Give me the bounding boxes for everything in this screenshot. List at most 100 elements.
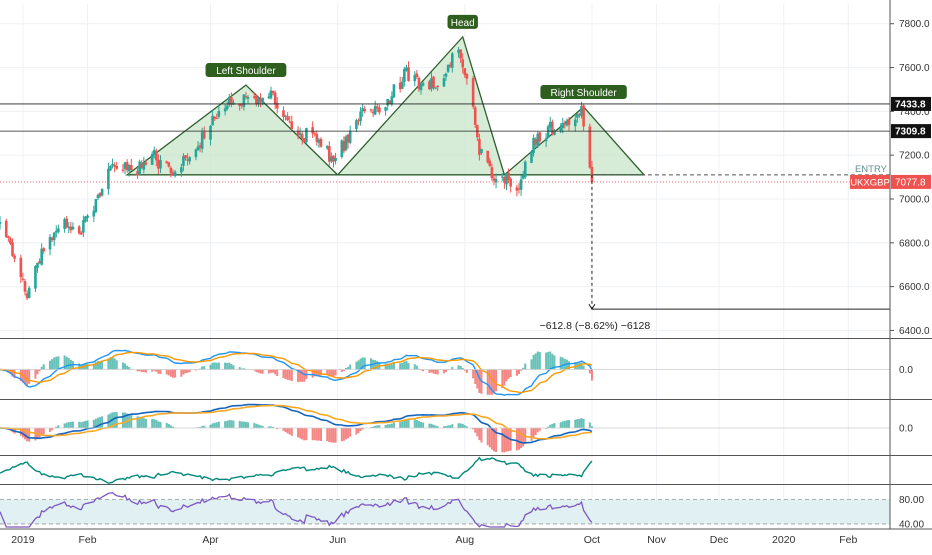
macd2-hist bbox=[385, 425, 387, 428]
candle-body bbox=[245, 96, 248, 97]
macd1-hist bbox=[301, 370, 303, 382]
macd2-hist bbox=[159, 422, 161, 428]
candle-body bbox=[432, 77, 435, 88]
macd2-hist bbox=[568, 420, 570, 428]
candle-body bbox=[11, 242, 14, 256]
macd1-hist bbox=[37, 370, 39, 375]
candle-body bbox=[115, 166, 118, 169]
candle-body bbox=[13, 256, 16, 259]
candle-body bbox=[226, 106, 229, 110]
candle-body bbox=[349, 131, 352, 143]
macd2-hist bbox=[560, 422, 562, 428]
candle-body bbox=[34, 266, 37, 289]
macd2-hist bbox=[230, 420, 232, 428]
macd1-hist bbox=[101, 361, 103, 370]
candle-body bbox=[568, 119, 571, 124]
macd1-hist bbox=[435, 370, 437, 375]
candle-body bbox=[0, 222, 1, 224]
x-tick-label: Nov bbox=[647, 534, 666, 546]
candle-body bbox=[359, 111, 362, 121]
candle-body bbox=[209, 126, 212, 140]
y-tick-label: 6800.0 bbox=[899, 238, 930, 249]
macd2-hist bbox=[533, 428, 535, 437]
candle-body bbox=[445, 74, 448, 77]
macd1-hist bbox=[405, 361, 407, 370]
macd2-hist bbox=[403, 420, 405, 428]
macd2-hist bbox=[581, 418, 583, 428]
candle-body bbox=[286, 116, 289, 120]
macd2-hist bbox=[87, 420, 89, 428]
macd2-hist bbox=[57, 425, 59, 428]
macd1-hist bbox=[524, 364, 526, 370]
macd2-hist bbox=[535, 428, 537, 435]
macd2-hist bbox=[216, 422, 218, 428]
pattern-label-1: Left Shoulder bbox=[216, 66, 276, 77]
candle-body bbox=[22, 279, 25, 280]
macd2-hist bbox=[464, 425, 466, 428]
macd1-hist bbox=[503, 370, 505, 386]
macd1-hist bbox=[159, 370, 161, 374]
candle-body bbox=[459, 50, 462, 59]
macd2-hist bbox=[501, 428, 503, 452]
macd1-hist bbox=[549, 352, 551, 370]
macd1-hist bbox=[126, 366, 128, 370]
macd1-hist bbox=[124, 363, 126, 369]
candle-body bbox=[559, 128, 562, 131]
macd1-hist bbox=[203, 366, 205, 369]
macd1-hist bbox=[537, 352, 539, 370]
macd2-hist bbox=[228, 420, 230, 428]
candle-body bbox=[491, 167, 494, 178]
candle-body bbox=[466, 74, 469, 79]
macd2-hist bbox=[574, 420, 576, 428]
macd1-hist bbox=[589, 370, 591, 374]
candle-body bbox=[472, 78, 475, 107]
macd2-hist bbox=[39, 428, 41, 438]
macd2-hist bbox=[549, 425, 551, 428]
macd1-hist bbox=[28, 370, 30, 384]
macd1-hist bbox=[399, 363, 401, 369]
x-tick-label: Feb bbox=[78, 534, 96, 546]
macd1-hist bbox=[226, 363, 228, 370]
macd2-hist bbox=[474, 428, 476, 433]
macd1-hist bbox=[214, 362, 216, 369]
macd2-hist bbox=[393, 423, 395, 428]
macd2-hist bbox=[297, 428, 299, 437]
candle-body bbox=[28, 288, 31, 298]
macd1-hist bbox=[389, 364, 391, 369]
macd2-hist bbox=[460, 423, 462, 428]
macd2-hist bbox=[332, 428, 334, 443]
macd2-hist bbox=[451, 424, 453, 428]
macd1-hist bbox=[349, 365, 351, 370]
candle-body bbox=[589, 126, 592, 167]
candle-body bbox=[407, 67, 410, 81]
macd1-hist bbox=[260, 370, 262, 374]
macd2-hist bbox=[505, 428, 507, 452]
candle-body bbox=[80, 233, 83, 235]
level-tag-1: 7433.8 bbox=[895, 99, 926, 110]
macd2-hist bbox=[458, 423, 460, 428]
macd2-hist bbox=[422, 423, 424, 428]
macd1-hist bbox=[53, 358, 55, 370]
macd1-hist bbox=[530, 359, 532, 369]
macd2-hist bbox=[360, 428, 362, 431]
macd1-hist bbox=[172, 370, 174, 378]
macd1-hist bbox=[505, 370, 507, 382]
candle-body bbox=[520, 179, 523, 189]
macd1-hist bbox=[182, 370, 184, 375]
macd1-hist bbox=[114, 358, 116, 369]
candle-body bbox=[539, 132, 542, 141]
macd2-hist bbox=[449, 425, 451, 428]
candle-body bbox=[174, 172, 177, 176]
candle-body bbox=[291, 121, 294, 129]
candle-body bbox=[203, 132, 206, 138]
pattern-label-2: Head bbox=[451, 18, 475, 29]
macd1-hist bbox=[533, 355, 535, 370]
x-tick-label: 2019 bbox=[11, 534, 35, 546]
macd2-hist bbox=[145, 419, 147, 428]
macd1-hist bbox=[224, 363, 226, 370]
macd1-hist bbox=[268, 370, 270, 374]
macd2-hist bbox=[491, 428, 493, 450]
x-tick-label: Aug bbox=[455, 534, 474, 546]
macd2-hist bbox=[82, 422, 84, 428]
